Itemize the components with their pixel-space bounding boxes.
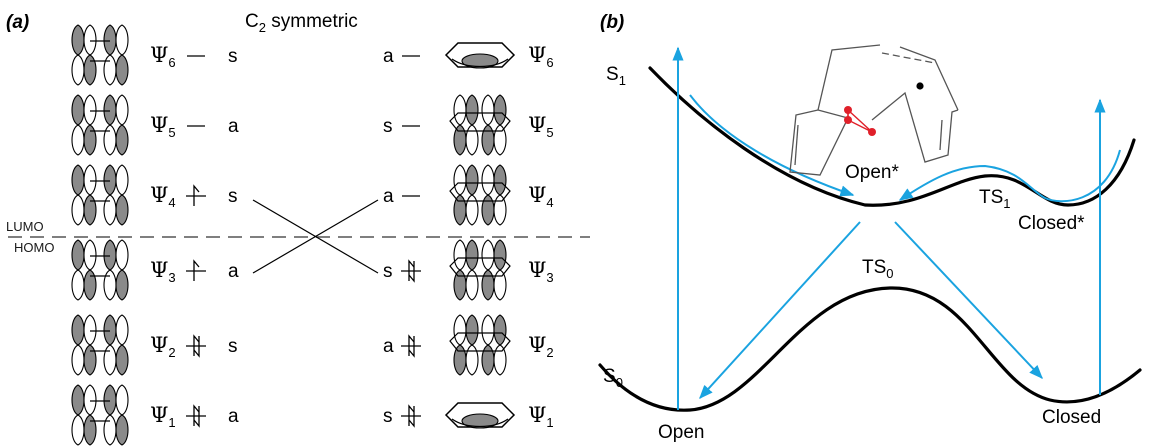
- s0-curve: [598, 286, 1142, 412]
- ring-orbital-icon: [450, 165, 510, 225]
- right-symmetry-label: a: [383, 46, 394, 67]
- ts0-label: TS0: [862, 257, 894, 281]
- p-orbital-set-icon: [72, 25, 128, 85]
- left-orbital-row: Ψ2 s: [72, 315, 238, 375]
- relaxation-arrow-s1: [689, 94, 855, 197]
- panel-b-tag: (b): [600, 12, 624, 33]
- right-orbital-row: s Ψ3: [383, 240, 554, 300]
- correlation-line-psi3-to-psi4: [252, 199, 379, 274]
- lumo-label: LUMO: [6, 219, 44, 234]
- p-orbital-set-icon: [72, 95, 128, 155]
- ring-orbital-icon: [445, 402, 515, 429]
- ring-orbital-icon: [450, 240, 510, 300]
- homo-label: HOMO: [14, 240, 54, 255]
- left-symmetry-label: a: [228, 116, 239, 137]
- right-psi-label-3: Ψ3: [528, 258, 554, 285]
- left-symmetry-label: s: [228, 186, 238, 207]
- right-orbital-row: a Ψ6: [383, 42, 554, 70]
- left-symmetry-label: a: [228, 406, 239, 427]
- right-symmetry-label: s: [383, 261, 393, 282]
- right-psi-label-6: Ψ6: [528, 43, 554, 70]
- open-label: Open: [658, 422, 704, 443]
- right-symmetry-label: a: [383, 336, 394, 357]
- closed-star-label: Closed*: [1018, 213, 1085, 234]
- right-symmetry-label: a: [383, 186, 394, 207]
- s0-label: S0: [603, 366, 623, 390]
- panel-b: (b) S1 S0 TS1 TS0: [598, 12, 1142, 443]
- s1-label: S1: [606, 64, 626, 88]
- atom-dot-1: [844, 106, 852, 114]
- s1-curve: [648, 66, 1136, 207]
- right-psi-label-5: Ψ5: [528, 113, 554, 140]
- open-star-label: Open*: [845, 162, 899, 183]
- right-orbital-row: a Ψ2: [383, 315, 554, 375]
- radical-dot: [916, 82, 924, 90]
- ring-orbital-icon: [445, 42, 515, 69]
- right-psi-label-4: Ψ4: [528, 183, 554, 210]
- left-psi-label-6: Ψ6: [150, 43, 176, 70]
- left-psi-label-4: Ψ4: [150, 183, 176, 210]
- atom-dot-2: [844, 116, 852, 124]
- atom-dot-3: [868, 128, 876, 136]
- decay-arrow-to-open: [699, 221, 861, 400]
- left-orbital-column: Ψ6 s Ψ5 a Ψ4 s Ψ3 a Ψ2 s Ψ1 a: [72, 25, 239, 445]
- right-psi-label-2: Ψ2: [528, 333, 554, 360]
- molecule-structure: [789, 44, 959, 176]
- p-orbital-set-icon: [72, 385, 128, 445]
- ts1-label: TS1: [979, 187, 1011, 211]
- left-symmetry-label: s: [228, 46, 238, 67]
- p-orbital-set-icon: [72, 165, 128, 225]
- ring-orbital-icon: [450, 315, 510, 375]
- panel-a: (a) C2 symmetric LUMO HOMO Ψ6 sΨ5 aΨ4 sΨ3 aΨ…: [6, 11, 590, 445]
- right-orbital-row: a Ψ4: [383, 165, 554, 225]
- c2-symmetric-title: C2 symmetric: [245, 11, 358, 35]
- left-orbital-row: Ψ6 s: [72, 25, 238, 85]
- right-orbital-row: s Ψ1: [383, 402, 554, 430]
- right-symmetry-label: s: [383, 406, 393, 427]
- closed-label: Closed: [1042, 407, 1101, 428]
- right-orbital-row: s Ψ5: [383, 95, 554, 155]
- left-psi-label-2: Ψ2: [150, 333, 176, 360]
- ring-opening-arrow-s1: [898, 149, 1121, 203]
- right-psi-label-1: Ψ1: [528, 403, 554, 430]
- panel-a-tag: (a): [6, 12, 29, 33]
- left-psi-label-5: Ψ5: [150, 113, 176, 140]
- left-symmetry-label: a: [228, 261, 239, 282]
- right-orbital-column: a Ψ6 s Ψ5 a Ψ4 s Ψ3 a Ψ2 s Ψ1: [383, 42, 554, 430]
- p-orbital-set-icon: [72, 240, 128, 300]
- left-orbital-row: Ψ3 a: [72, 240, 239, 300]
- left-symmetry-label: s: [228, 336, 238, 357]
- left-psi-label-1: Ψ1: [150, 403, 176, 430]
- right-symmetry-label: s: [383, 116, 393, 137]
- decay-arrow-to-closed: [894, 221, 1043, 380]
- p-orbital-set-icon: [72, 315, 128, 375]
- left-orbital-row: Ψ1 a: [72, 385, 239, 445]
- left-psi-label-3: Ψ3: [150, 258, 176, 285]
- ring-orbital-icon: [450, 95, 510, 155]
- left-orbital-row: Ψ5 a: [72, 95, 239, 155]
- left-orbital-row: Ψ4 s: [72, 165, 238, 225]
